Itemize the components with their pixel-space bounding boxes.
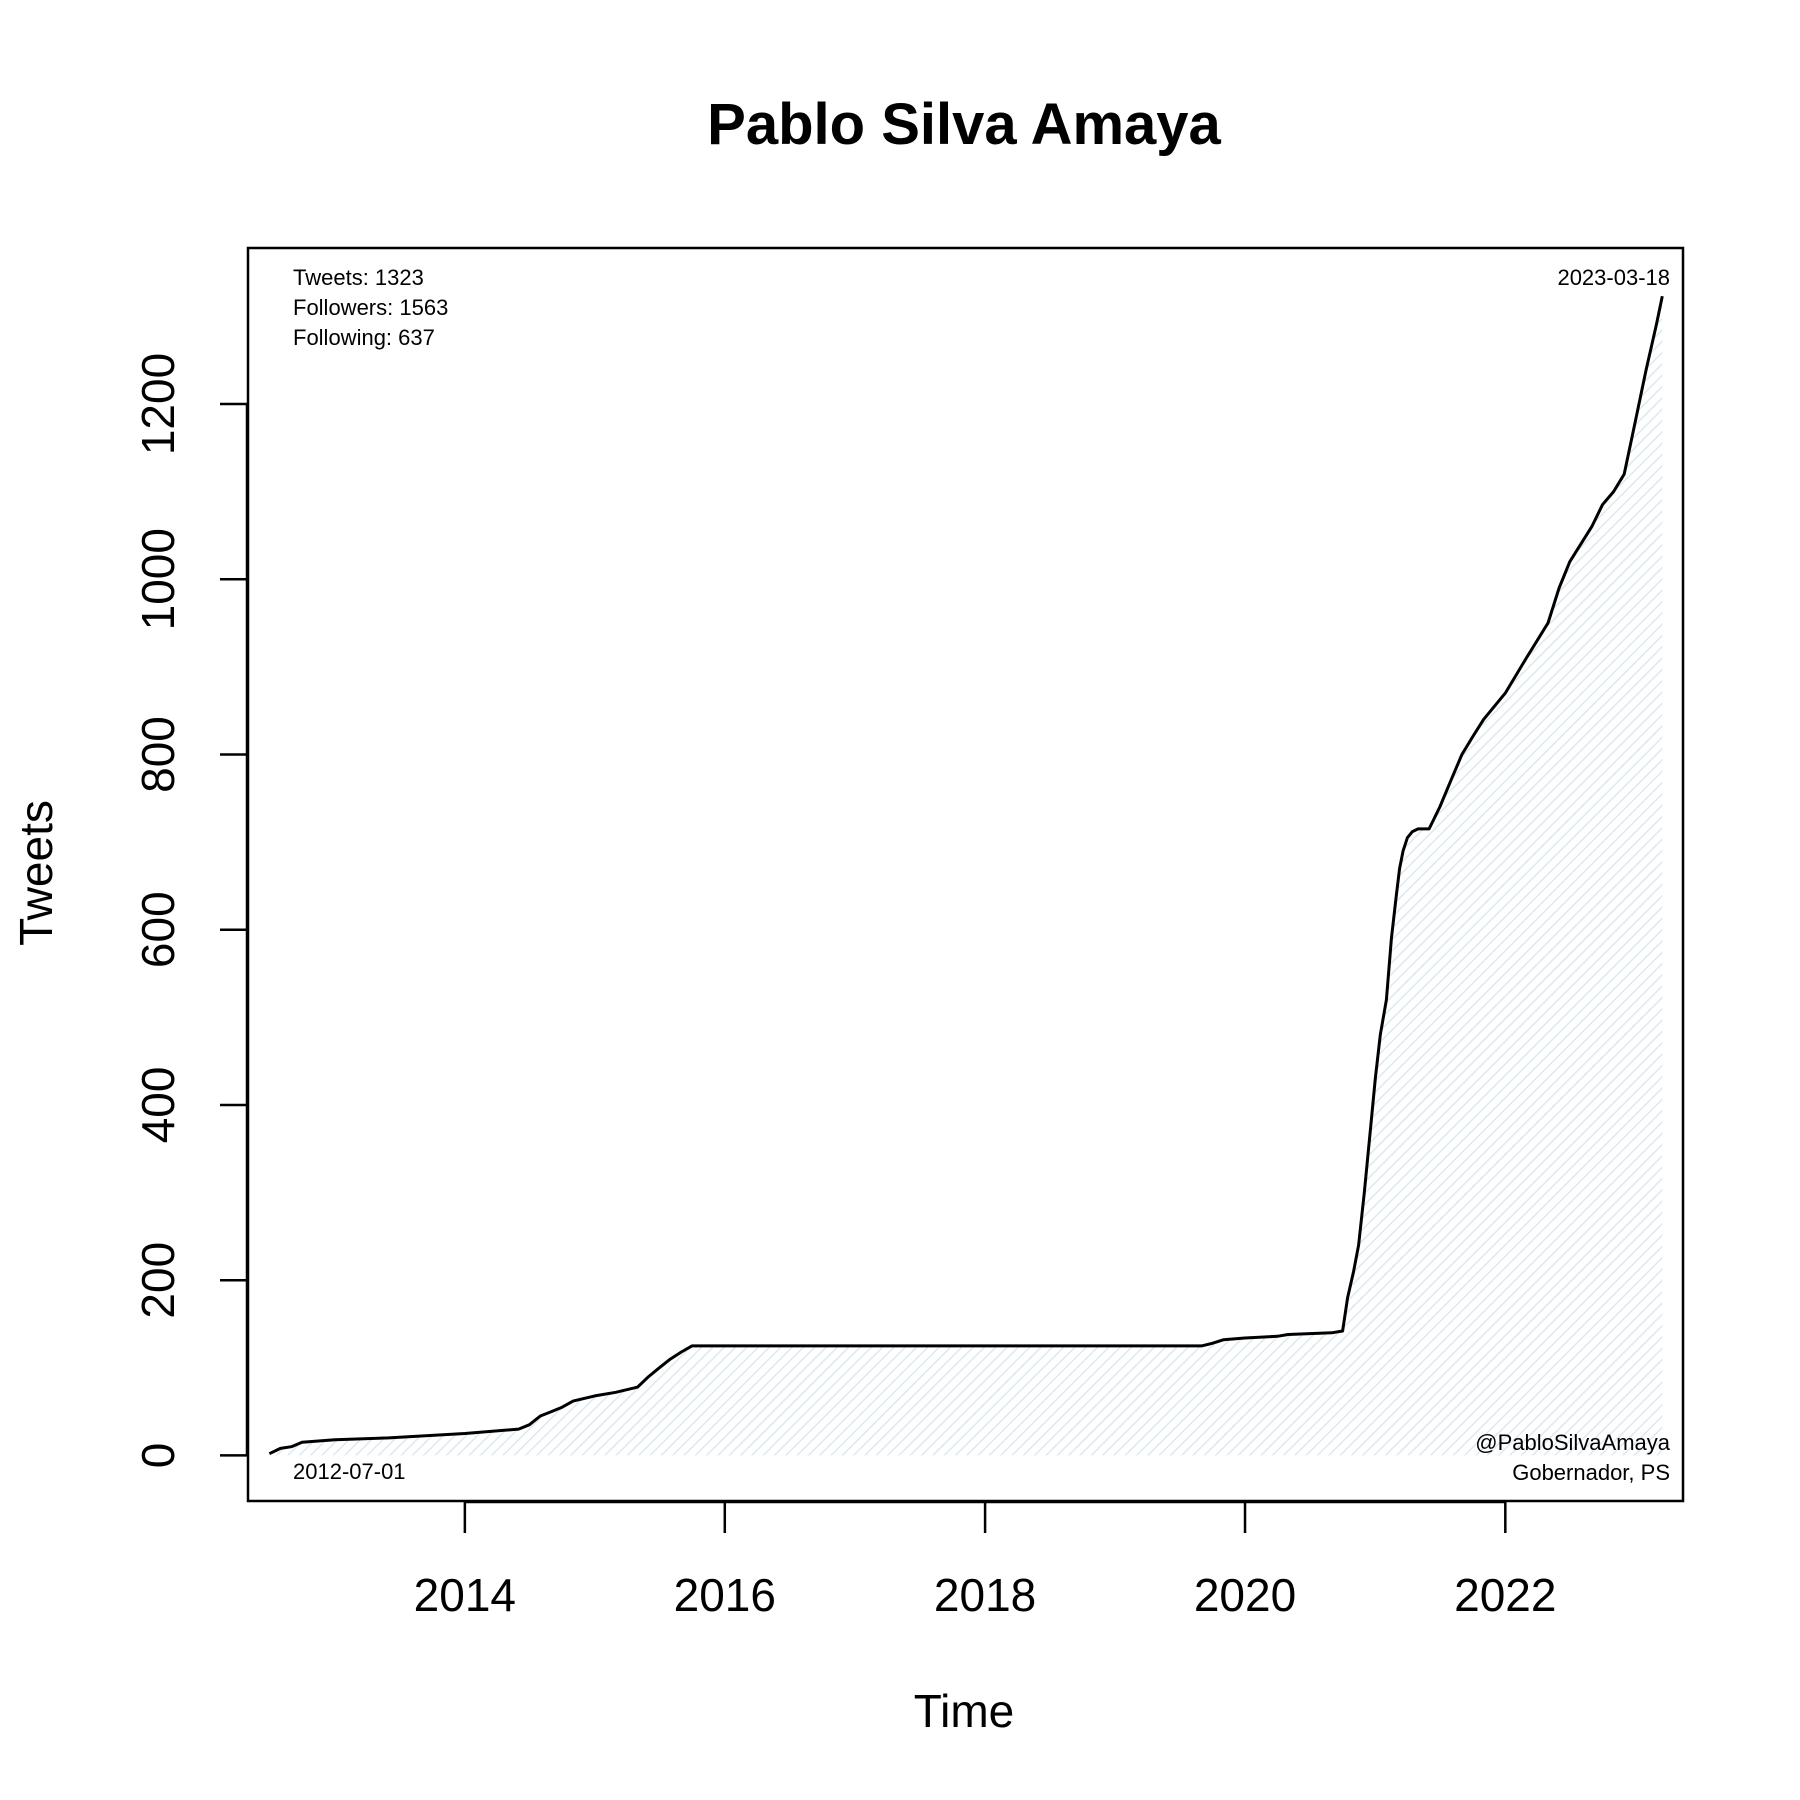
y-tick-label: 400 — [132, 1067, 184, 1144]
handle-label: @PabloSilvaAmaya — [1475, 1430, 1671, 1455]
y-tick-label: 800 — [132, 716, 184, 793]
stats-annotation: Tweets: 1323 Followers: 1563 Following: … — [293, 265, 448, 350]
stats-followers: Followers: 1563 — [293, 295, 448, 320]
stats-tweets: Tweets: 1323 — [293, 265, 424, 290]
area-layer — [268, 295, 1664, 1456]
series-area-fill — [269, 296, 1663, 1456]
x-axis: 2014 2016 2018 2020 2022 — [414, 1500, 1556, 1621]
y-axis-title: Tweets — [10, 800, 62, 946]
stats-following: Following: 637 — [293, 325, 435, 350]
x-tick-label: 2016 — [674, 1569, 776, 1621]
start-date-label: 2012-07-01 — [293, 1459, 406, 1484]
chart-title: Pablo Silva Amaya — [707, 92, 1221, 157]
x-tick-label: 2020 — [1194, 1569, 1296, 1621]
series-line — [268, 295, 1664, 1456]
x-axis-title: Time — [914, 1685, 1015, 1737]
end-date-label: 2023-03-18 — [1557, 265, 1670, 290]
y-tick-label: 200 — [132, 1242, 184, 1319]
y-tick-label: 0 — [132, 1443, 184, 1469]
y-tick-label: 600 — [132, 891, 184, 968]
x-tick-label: 2018 — [934, 1569, 1036, 1621]
x-tick-label: 2014 — [414, 1569, 516, 1621]
y-tick-label: 1000 — [132, 528, 184, 630]
y-tick-label: 1200 — [132, 353, 184, 455]
role-label: Gobernador, PS — [1512, 1460, 1670, 1485]
y-axis: 0 200 400 600 800 1000 1200 — [132, 353, 249, 1469]
x-tick-label: 2022 — [1454, 1569, 1556, 1621]
